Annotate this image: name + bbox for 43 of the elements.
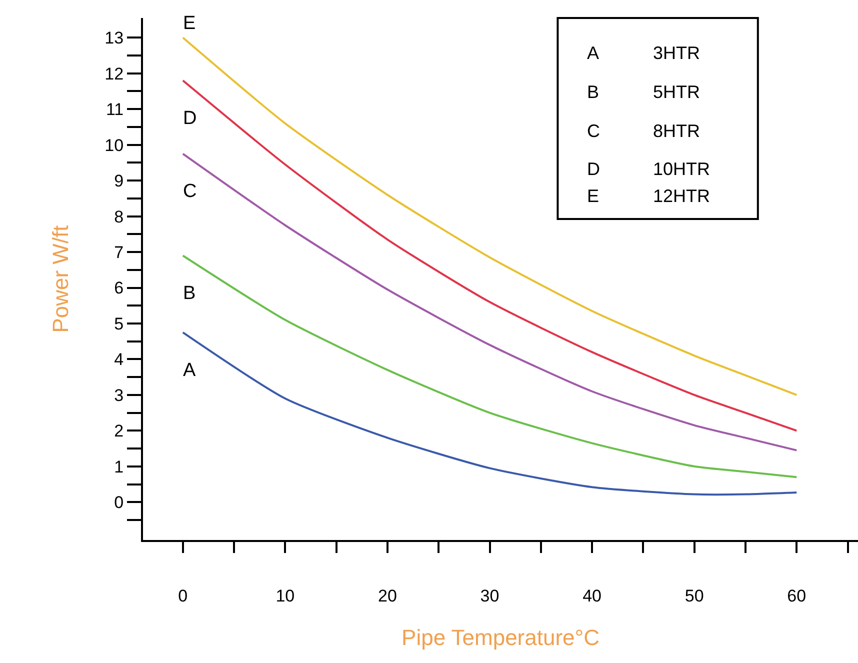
text: B (587, 82, 600, 102)
y-tick-label: 10 (104, 136, 124, 155)
y-tick-label: 4 (114, 350, 124, 370)
annotation: 10HTR (653, 159, 710, 179)
y-tick-label: 6 (114, 278, 124, 298)
series-label: C (183, 181, 197, 202)
y-tick-label: 8 (114, 207, 124, 226)
x-tick-label: 20 (378, 586, 397, 606)
x-tick-label: 50 (684, 586, 704, 606)
y-tick-label: 3 (114, 386, 124, 405)
x-tick-label: 0 (178, 586, 188, 606)
y-tick-label: 7 (114, 242, 124, 262)
line-series (182, 254, 798, 478)
series-label: B (183, 283, 196, 304)
series-label: A (183, 360, 196, 381)
x-axis-title: Pipe Temperature°C (402, 624, 600, 650)
x-tick-label: 40 (582, 586, 602, 606)
y-tick-label: 0 (114, 493, 124, 512)
x-tick-label: 30 (480, 586, 500, 606)
x-tick-label: 10 (276, 586, 295, 606)
y-tick-label: 13 (104, 28, 124, 48)
text: E (587, 186, 600, 206)
annotation: 5HTR (653, 82, 700, 102)
line-series (182, 36, 798, 396)
series-label: D (183, 108, 197, 129)
y-tick-label: 2 (114, 422, 124, 441)
y-tick-label: 9 (114, 172, 124, 191)
line-series (182, 152, 798, 452)
y-axis-title: Power W/ft (48, 225, 73, 333)
annotation: 3HTR (653, 43, 700, 63)
y-tick-label: 11 (106, 100, 124, 120)
y-tick-label: 12 (104, 64, 124, 84)
series-label: E (183, 13, 196, 34)
x-tick-label: 60 (787, 586, 806, 606)
line-series (182, 331, 798, 496)
y-tick-label: 1 (114, 457, 124, 476)
annotation: 8HTR (653, 121, 700, 141)
text: A (587, 43, 600, 63)
annotation: 12HTR (653, 186, 710, 206)
y-tick-label: 5 (114, 314, 124, 334)
text: C (587, 121, 600, 141)
line-series (182, 80, 798, 432)
text: D (587, 159, 600, 179)
